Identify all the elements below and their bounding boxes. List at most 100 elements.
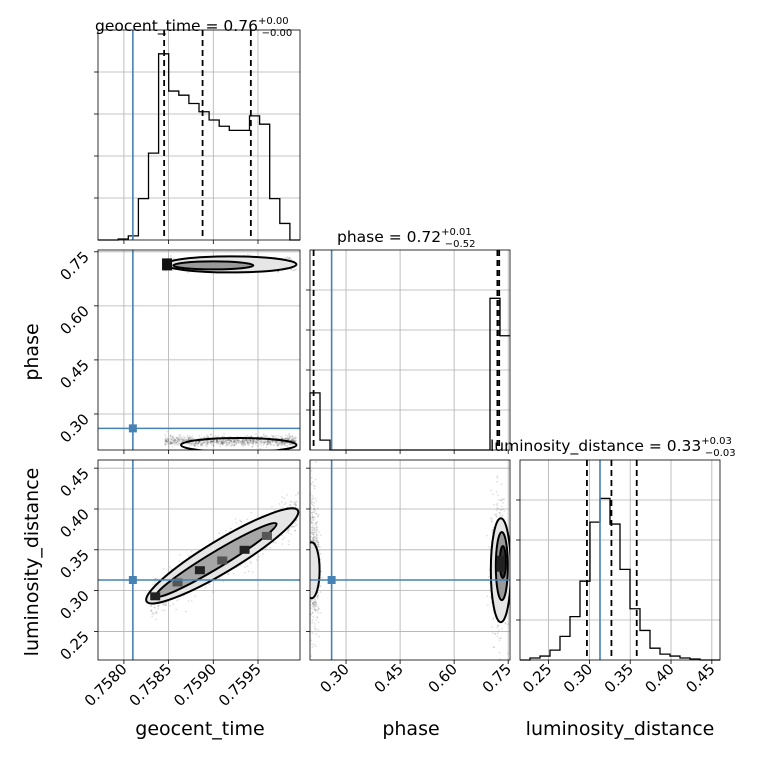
sample-point <box>511 600 513 602</box>
sample-point <box>151 612 154 615</box>
sample-point <box>218 442 221 445</box>
sample-point <box>152 613 155 616</box>
sample-point <box>249 439 252 442</box>
sample-point <box>276 440 279 443</box>
sample-point <box>315 461 317 464</box>
sample-point <box>205 442 207 445</box>
sample-point <box>204 586 207 589</box>
sample-point <box>247 443 249 446</box>
sample-point <box>252 440 255 443</box>
sample-point <box>283 536 286 539</box>
sample-point <box>314 598 317 601</box>
sample-point <box>233 443 236 446</box>
sample-point <box>281 441 284 444</box>
x-tick-label: 0.30 <box>317 660 353 696</box>
sample-point <box>252 438 255 441</box>
sample-point <box>170 442 173 445</box>
sample-point <box>288 434 291 436</box>
sample-point <box>244 443 247 446</box>
sample-point <box>284 437 286 439</box>
sample-point <box>186 436 188 439</box>
sample-point <box>243 440 246 443</box>
sample-point <box>213 441 216 444</box>
sample-point <box>315 524 318 527</box>
title-luminosity-distance: luminosity_distance = 0.33+0.03 −0.03 <box>490 436 736 459</box>
sample-point <box>294 501 297 504</box>
sample-point <box>316 539 319 542</box>
sample-point <box>207 441 210 444</box>
sample-point <box>225 439 228 442</box>
sample-point <box>210 433 213 436</box>
sample-point <box>289 500 292 503</box>
sample-point <box>249 440 252 442</box>
sample-point <box>291 439 294 442</box>
sample-point <box>186 434 189 437</box>
sample-point <box>271 441 274 444</box>
sample-point <box>316 541 319 544</box>
sample-point <box>255 441 258 444</box>
sample-point <box>229 440 232 443</box>
sample-point <box>288 439 291 442</box>
sample-point <box>173 440 176 443</box>
sample-point <box>310 599 313 602</box>
sample-point <box>252 440 255 443</box>
sample-point <box>501 499 504 502</box>
sample-point <box>286 445 289 448</box>
sample-point <box>188 437 191 439</box>
sample-point <box>496 476 499 479</box>
sample-point <box>286 531 288 534</box>
title-geocent-time: geocent_time = 0.76+0.00 −0.00 <box>95 16 292 39</box>
sample-point <box>267 441 270 444</box>
sample-point <box>280 443 283 446</box>
sample-point <box>276 442 279 444</box>
sample-point <box>501 514 504 516</box>
sample-point <box>266 440 269 442</box>
sample-point <box>157 608 159 610</box>
sample-point <box>189 436 192 439</box>
sample-point <box>283 443 286 446</box>
sample-point <box>294 437 297 440</box>
sample-point <box>244 442 247 445</box>
sample-point <box>218 577 221 580</box>
sample-point <box>252 439 255 441</box>
sample-point <box>179 434 182 436</box>
sample-point <box>162 602 165 605</box>
sample-point <box>202 440 205 443</box>
sample-point <box>263 439 266 442</box>
sample-point <box>151 615 154 618</box>
sample-point <box>311 501 314 504</box>
sample-point <box>314 538 316 541</box>
sample-point <box>312 533 315 535</box>
sample-point <box>199 444 202 447</box>
sample-point <box>207 436 210 439</box>
sample-point <box>263 441 266 443</box>
sample-point <box>319 558 322 561</box>
sample-point <box>495 491 498 494</box>
sample-point <box>294 440 296 443</box>
sample-point <box>170 438 173 441</box>
sample-point <box>216 439 218 442</box>
sample-point <box>209 441 212 444</box>
sample-point <box>197 442 200 444</box>
sample-point <box>237 439 240 442</box>
sample-point <box>495 513 498 515</box>
sample-point <box>285 257 288 260</box>
sample-point <box>254 442 257 444</box>
sample-point <box>312 539 315 541</box>
sample-point <box>288 437 291 440</box>
sample-point <box>310 539 312 542</box>
sample-point <box>310 522 313 525</box>
sample-point <box>227 573 230 575</box>
sample-point <box>317 607 320 610</box>
sample-point <box>257 435 260 438</box>
sample-point <box>269 440 271 443</box>
sample-point <box>294 435 297 438</box>
sample-point <box>295 439 297 442</box>
sample-point <box>280 441 283 443</box>
sample-point <box>189 438 192 441</box>
density-peak <box>162 258 173 271</box>
sample-point <box>221 443 224 446</box>
density-block <box>217 556 228 565</box>
sample-point <box>312 531 315 534</box>
sample-point <box>227 439 230 442</box>
